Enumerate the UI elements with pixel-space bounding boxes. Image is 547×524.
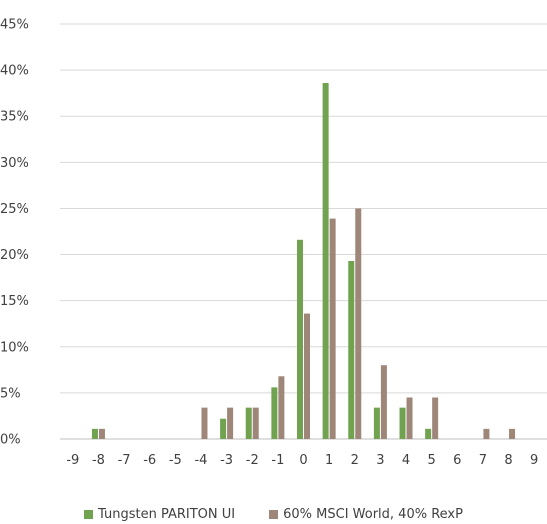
bar-series-2 — [201, 407, 208, 439]
x-tick-label: -6 — [143, 453, 156, 468]
bar-series-2 — [406, 397, 413, 439]
bar-series-1 — [91, 428, 98, 439]
legend-label-series-1: Tungsten PARITON UI — [98, 507, 236, 522]
y-tick-label: 0% — [0, 433, 21, 448]
bar-series-2 — [252, 407, 259, 439]
y-tick-label: 5% — [0, 386, 21, 401]
y-tick-label: 40% — [0, 64, 29, 79]
bar-series-1 — [425, 428, 432, 439]
x-tick-label: -3 — [220, 453, 233, 468]
x-tick-label: 7 — [479, 453, 487, 468]
legend-item-series-2: 60% MSCI World, 40% RexP — [269, 507, 463, 522]
y-tick-label: 35% — [0, 110, 29, 125]
y-tick-label: 20% — [0, 248, 29, 263]
x-tick-label: 2 — [351, 453, 359, 468]
x-tick-label: -2 — [246, 453, 259, 468]
x-tick-label: 8 — [504, 453, 512, 468]
y-tick-label: 15% — [0, 294, 29, 309]
bar-series-2 — [509, 428, 516, 439]
bar-series-1 — [271, 387, 278, 439]
bar-series-1 — [399, 407, 406, 439]
legend: Tungsten PARITON UI 60% MSCI World, 40% … — [0, 507, 547, 522]
legend-swatch-series-1 — [84, 510, 94, 519]
x-tick-label: -5 — [169, 453, 182, 468]
bar-series-2 — [304, 313, 310, 439]
bar-series-2 — [483, 428, 490, 439]
bar-series-2 — [432, 397, 439, 439]
x-tick-label: -4 — [194, 453, 207, 468]
bar-series-2 — [380, 365, 387, 439]
bar-series-2 — [355, 208, 362, 439]
bar-series-2 — [227, 407, 234, 439]
x-tick-label: -8 — [92, 453, 105, 468]
x-tick-label: 4 — [402, 453, 410, 468]
legend-item-series-1: Tungsten PARITON UI — [84, 507, 235, 522]
x-tick-label: 1 — [325, 453, 333, 468]
x-tick-label: 3 — [376, 453, 384, 468]
y-tick-label: 30% — [0, 156, 29, 171]
x-tick-label: -9 — [66, 453, 79, 468]
y-tick-label: 10% — [0, 340, 29, 355]
x-tick-label: 6 — [453, 453, 461, 468]
legend-swatch-series-2 — [269, 510, 279, 519]
bar-series-2 — [278, 376, 285, 439]
legend-label-series-2: 60% MSCI World, 40% RexP — [283, 507, 463, 522]
bar-series-2 — [329, 218, 336, 439]
bar-series-1 — [322, 83, 329, 440]
bar-series-1 — [245, 407, 252, 439]
y-tick-label: 45% — [0, 18, 29, 33]
x-tick-label: 9 — [530, 453, 538, 468]
x-tick-label: 0 — [299, 453, 307, 468]
x-tick-label: -7 — [118, 453, 131, 468]
bar-series-1 — [220, 418, 227, 439]
x-tick-label: -1 — [271, 453, 284, 468]
bar-series-2 — [98, 428, 105, 439]
bar-chart: 0% 5% 10% 15% 20% 25% 30% 35% 40% 45% -9 -8 -7 -6 -5 -4… — [0, 18, 547, 468]
bar-series-1 — [348, 261, 355, 439]
x-tick-label: 5 — [428, 453, 436, 468]
bar-series-1 — [297, 239, 303, 439]
y-tick-label: 25% — [0, 202, 29, 217]
bar-series-1 — [373, 407, 380, 439]
